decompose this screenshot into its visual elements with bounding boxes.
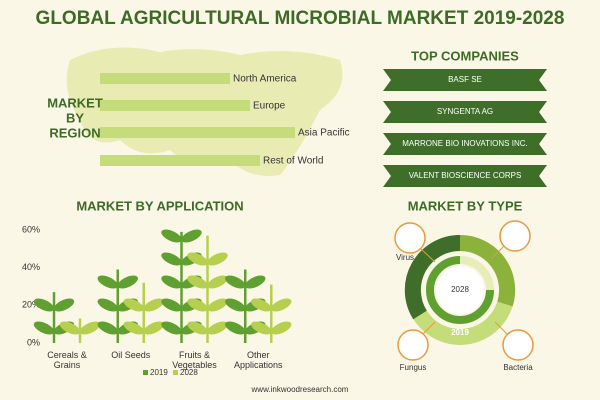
leaf — [53, 298, 75, 312]
leaf — [123, 321, 144, 335]
company-banner — [383, 69, 547, 91]
leaf — [187, 321, 208, 335]
region-label: Europe — [253, 101, 286, 112]
company-banner — [383, 133, 547, 155]
ring-label: 2028 — [451, 285, 469, 294]
leaf — [97, 298, 118, 312]
footer: www.inkwoodresearch.com — [251, 385, 349, 394]
companies-heading: TOP COMPANIES — [411, 48, 519, 63]
leaf — [97, 321, 118, 335]
leaf — [161, 229, 182, 243]
type-label: Virus — [396, 253, 414, 262]
leaf — [187, 252, 208, 266]
leaf — [187, 298, 208, 312]
leaf — [123, 298, 144, 312]
x-tick-label: Other Applications — [233, 350, 283, 370]
company-name: VALENT BIOSCIENCE CORPS — [409, 171, 522, 180]
leaf — [143, 298, 164, 312]
y-tick-label: 60% — [22, 224, 40, 234]
leaf — [161, 321, 182, 335]
leaf — [207, 275, 228, 289]
leaf — [245, 275, 266, 289]
region-label: Rest of World — [263, 156, 323, 167]
y-tick-label: 40% — [22, 262, 40, 272]
legend-label: 2019 — [150, 368, 168, 377]
leaf — [59, 321, 81, 335]
leaf — [271, 298, 292, 312]
connector — [419, 247, 436, 263]
leaf — [225, 275, 246, 289]
region-bar — [100, 73, 230, 84]
type-icon — [502, 329, 534, 361]
y-tick-label: 20% — [22, 300, 40, 310]
region-bar — [100, 127, 295, 138]
region-label: North America — [233, 74, 297, 85]
x-tick-label: Cereals & Grains — [47, 350, 87, 370]
ring-segment — [459, 234, 516, 307]
company-banner — [383, 165, 547, 187]
ring-label: 2019 — [451, 328, 469, 337]
company-name: MARRONE BIO INOVATIONS INC. — [402, 139, 528, 148]
type-icon — [394, 222, 426, 254]
company-name: BASF SE — [448, 75, 482, 84]
type-icon — [499, 220, 531, 252]
leaf — [161, 298, 182, 312]
leaf — [251, 321, 272, 335]
company-banner — [383, 101, 547, 123]
leaf — [271, 321, 292, 335]
y-tick-label: 0% — [27, 337, 40, 347]
leaf — [161, 275, 182, 289]
leaf — [79, 321, 101, 335]
leaf — [207, 298, 228, 312]
leaf — [225, 321, 246, 335]
legend-swatch — [173, 370, 178, 375]
type-label: Fungus — [400, 363, 427, 372]
leaf — [143, 321, 164, 335]
leaf — [207, 252, 228, 266]
region-bar — [100, 155, 260, 166]
title: GLOBAL AGRICULTURAL MICROBIAL MARKET 201… — [36, 8, 565, 29]
donut — [404, 234, 516, 345]
ring-segment — [426, 256, 494, 324]
leaf — [97, 275, 118, 289]
type-icon — [397, 329, 429, 361]
leaf — [33, 298, 55, 312]
connector — [491, 244, 506, 259]
ring-segment — [404, 234, 461, 320]
leaf — [33, 321, 55, 335]
leaf — [251, 298, 272, 312]
x-tick-label: Fruits & Vegetables — [172, 350, 217, 370]
leaf — [225, 298, 246, 312]
region-label: Asia Pacific — [298, 128, 350, 139]
connector — [421, 321, 436, 336]
leaf — [187, 275, 208, 289]
leaf — [207, 321, 228, 335]
chart-title: MARKET BY APPLICATION — [76, 198, 243, 213]
company-name: SYNGENTA AG — [437, 107, 493, 116]
leaf — [161, 252, 182, 266]
connector — [494, 321, 509, 336]
leaf — [117, 275, 138, 289]
x-tick-label: Oil Seeds — [111, 350, 151, 360]
region-heading: REGION — [49, 125, 100, 140]
legend-swatch — [143, 370, 148, 375]
region-heading: MARKET — [47, 95, 103, 110]
leaf — [181, 229, 202, 243]
donut-hole — [436, 266, 484, 314]
region-bar — [100, 100, 250, 111]
region-heading: BY — [66, 110, 84, 125]
type-label: Bacteria — [503, 363, 533, 372]
legend-label: 2028 — [180, 368, 198, 377]
type-heading: MARKET BY TYPE — [408, 198, 523, 213]
